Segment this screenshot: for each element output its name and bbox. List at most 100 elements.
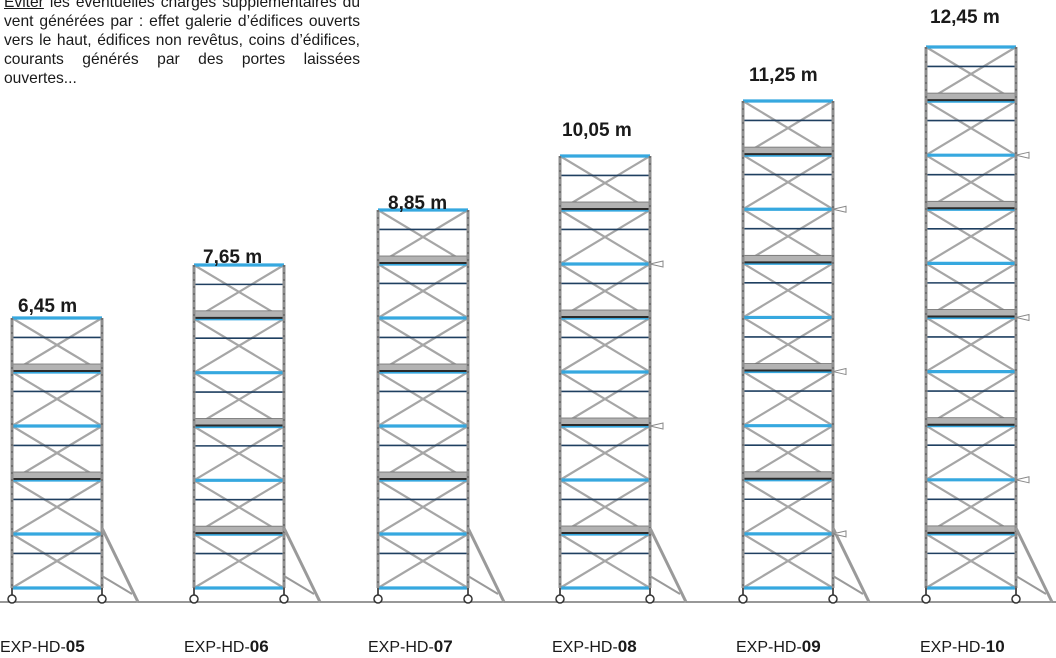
work-platform xyxy=(742,363,834,371)
diagonal-brace xyxy=(559,425,651,481)
stabiliser-icon xyxy=(466,527,506,603)
work-platform xyxy=(559,417,651,426)
diagonal-brace xyxy=(925,46,1017,103)
caster-wheel-icon xyxy=(555,594,565,604)
caster-wheel-icon xyxy=(463,594,473,604)
model-prefix: EXP-HD- xyxy=(184,639,250,656)
scaffold-tower: 6,45 m EXP-HD-05 xyxy=(0,296,140,656)
diagonal-brace xyxy=(377,533,469,589)
diagonal-brace xyxy=(742,100,834,157)
diagonal-brace xyxy=(193,425,285,482)
diagonal-brace xyxy=(742,532,834,589)
diagonal-brace xyxy=(377,317,469,373)
diagonal-brace xyxy=(11,317,103,373)
model-number: 09 xyxy=(802,637,821,656)
diagonal-brace xyxy=(193,533,285,589)
wall-anchor-icon xyxy=(1015,476,1030,484)
tower-height-label: 8,85 m xyxy=(388,193,447,214)
stabiliser-icon xyxy=(831,527,871,603)
work-platform xyxy=(377,471,469,480)
model-number: 08 xyxy=(618,637,637,656)
diagonal-brace xyxy=(742,478,834,535)
work-platform xyxy=(742,254,834,263)
model-prefix: EXP-HD- xyxy=(552,639,618,656)
work-platform xyxy=(193,310,285,319)
diagonal-brace xyxy=(559,155,651,211)
diagonal-brace xyxy=(925,262,1017,319)
stabiliser-icon xyxy=(1014,527,1054,603)
work-platform xyxy=(925,200,1017,209)
stabiliser-icon xyxy=(100,527,140,603)
wall-anchor-icon xyxy=(1015,313,1030,322)
model-prefix: EXP-HD- xyxy=(920,639,986,656)
scaffold-tower: 7,65 m EXP-HD-06 xyxy=(184,247,322,656)
tower-height-label: 11,25 m xyxy=(749,65,818,86)
diagonal-brace xyxy=(742,316,834,373)
stabiliser-brace xyxy=(467,575,499,595)
tower-model-label: EXP-HD-05 xyxy=(0,637,85,656)
tower-model-label: EXP-HD-06 xyxy=(184,637,269,656)
scaffold-tower: 12,45 m EXP-HD-10 xyxy=(920,7,1054,656)
work-platform xyxy=(925,417,1017,426)
caster-wheel-icon xyxy=(828,594,838,604)
model-prefix: EXP-HD- xyxy=(0,639,66,656)
diagonal-brace xyxy=(742,424,834,481)
diagonal-brace xyxy=(11,425,103,481)
diagonal-brace xyxy=(559,317,651,373)
diagonal-brace xyxy=(925,154,1017,211)
diagonal-brace xyxy=(742,370,834,427)
caster-wheel-icon xyxy=(7,594,17,604)
diagonal-brace xyxy=(742,208,834,265)
work-platform xyxy=(193,525,285,534)
diagonal-brace xyxy=(925,316,1017,373)
stabiliser-icon xyxy=(648,527,688,603)
diagonal-brace xyxy=(559,479,651,535)
work-platform xyxy=(11,363,103,372)
tower-model-label: EXP-HD-07 xyxy=(368,637,453,656)
diagonal-brace xyxy=(925,532,1017,589)
model-number: 07 xyxy=(434,637,453,656)
work-platform xyxy=(377,255,469,264)
work-platform xyxy=(925,92,1017,101)
diagonal-brace xyxy=(925,478,1017,535)
wall-anchor-icon xyxy=(1015,151,1030,159)
caster-wheel-icon xyxy=(189,594,199,604)
wall-anchor-icon xyxy=(649,422,664,430)
diagonal-brace xyxy=(377,371,469,427)
diagonal-brace xyxy=(377,209,469,265)
caster-wheel-icon xyxy=(1011,594,1021,604)
diagonal-brace xyxy=(377,479,469,535)
wall-anchor-icon xyxy=(832,530,847,538)
tower-height-label: 7,65 m xyxy=(203,247,262,268)
caster-wheel-icon xyxy=(738,594,748,604)
diagonal-brace xyxy=(193,479,285,536)
diagonal-brace xyxy=(559,371,651,427)
diagonal-brace xyxy=(742,154,834,211)
warning-lead: Éviter xyxy=(4,0,44,11)
diagonal-brace xyxy=(742,262,834,319)
tower-height-label: 12,45 m xyxy=(930,7,1000,28)
model-number: 06 xyxy=(250,637,269,656)
scaffold-tower: 11,25 m EXP-HD-09 xyxy=(736,65,871,656)
diagonal-brace xyxy=(193,371,285,428)
caster-wheel-icon xyxy=(645,594,655,604)
stabiliser-brace xyxy=(832,575,864,595)
work-platform xyxy=(559,201,651,210)
work-platform xyxy=(925,525,1017,534)
model-prefix: EXP-HD- xyxy=(736,639,802,656)
work-platform xyxy=(925,309,1017,317)
work-platform xyxy=(559,309,651,318)
stabiliser-brace xyxy=(649,575,681,595)
work-platform xyxy=(742,146,834,155)
diagonal-brace xyxy=(559,533,651,589)
diagonal-brace xyxy=(925,100,1017,157)
diagonal-brace xyxy=(925,424,1017,481)
stabiliser-brace xyxy=(101,575,133,595)
tower-height-label: 6,45 m xyxy=(18,296,77,317)
diagonal-brace xyxy=(925,208,1017,265)
diagonal-brace xyxy=(193,317,285,374)
tower-height-label: 10,05 m xyxy=(562,120,632,141)
caster-wheel-icon xyxy=(921,594,931,604)
caster-wheel-icon xyxy=(373,594,383,604)
